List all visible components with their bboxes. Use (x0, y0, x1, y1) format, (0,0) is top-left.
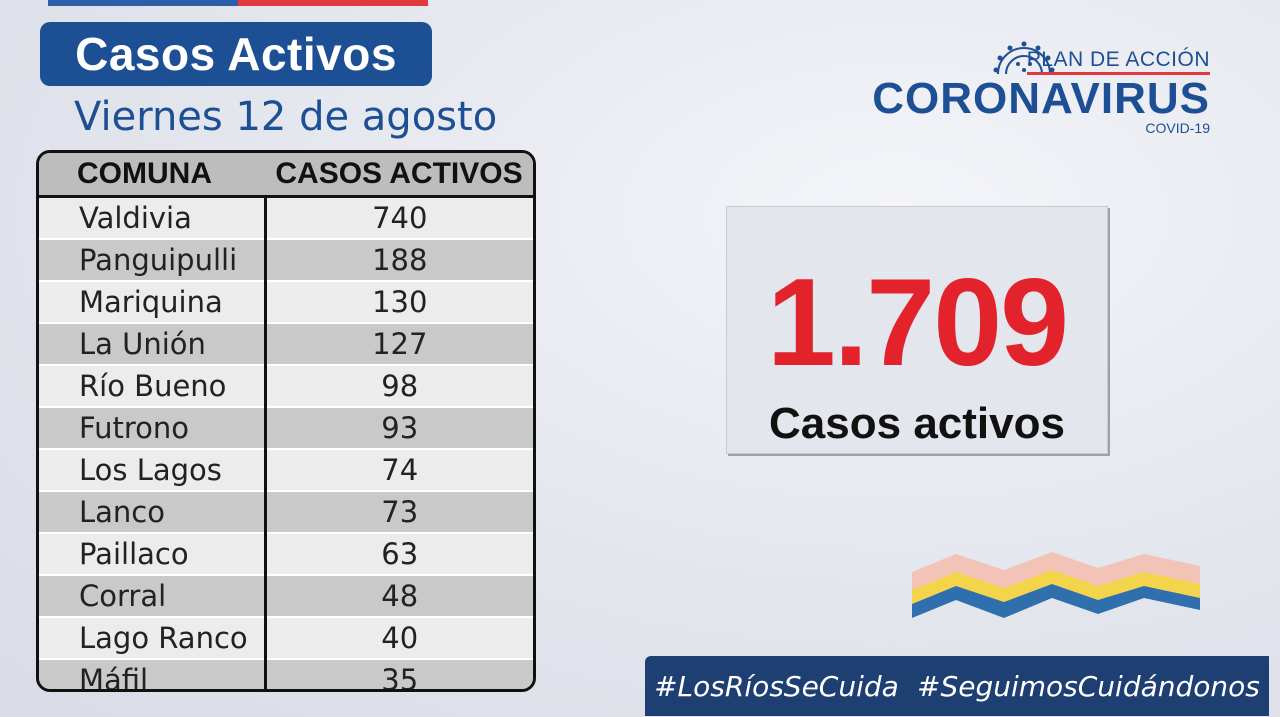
hashtag-seguimos: #SeguimosCuidándonos (917, 669, 1260, 703)
casos-cell: 93 (263, 407, 533, 450)
table-row: Los Lagos 74 (39, 449, 533, 492)
casos-cell: 188 (263, 239, 533, 282)
casos-cell: 40 (263, 617, 533, 660)
casos-cell: 98 (263, 365, 533, 408)
page-title: Casos Activos (40, 22, 432, 86)
comuna-cell: Corral (39, 575, 265, 618)
casos-cell: 63 (263, 533, 533, 576)
hashtag-footer: #LosRíosSeCuida #SeguimosCuidándonos (645, 656, 1269, 716)
table-row: Lanco 73 (39, 491, 533, 534)
table-row: Paillaco 63 (39, 533, 533, 576)
table-row: Río Bueno 98 (39, 365, 533, 408)
table-header-row: COMUNA CASOS ACTIVOS (39, 153, 533, 198)
plan-accion-logo: PLAN DE ACCIÓN CORONAVIRUS COVID-19 (872, 40, 1210, 140)
logo-covid-text: COVID-19 (1145, 120, 1210, 136)
total-cases-number: 1.709 (766, 254, 1069, 392)
region-waves-graphic (912, 552, 1200, 618)
casos-cell: 48 (263, 575, 533, 618)
comuna-cell: Futrono (39, 407, 265, 450)
table-row: Corral 48 (39, 575, 533, 618)
casos-cell: 35 (263, 659, 533, 689)
casos-cell: 74 (263, 449, 533, 492)
wave-blue (912, 584, 1200, 618)
table-row: Futrono 93 (39, 407, 533, 450)
comuna-cell: Valdivia (39, 196, 265, 240)
logo-coronavirus-text: CORONAVIRUS (872, 74, 1210, 123)
table-row: La Unión 127 (39, 323, 533, 366)
comuna-cell: Panguipulli (39, 239, 265, 282)
wave-yellow (912, 570, 1200, 604)
comuna-cell: Río Bueno (39, 365, 265, 408)
casos-cell: 127 (263, 323, 533, 366)
comuna-cell: Lago Ranco (39, 617, 265, 660)
total-cases-card: 1.709 Casos activos (726, 206, 1108, 454)
date-subtitle: Viernes 12 de agosto (74, 94, 498, 140)
cases-table-grid: COMUNA CASOS ACTIVOS Valdivia 740 Pangui… (39, 153, 533, 689)
logo-plan-text: PLAN DE ACCIÓN (1026, 48, 1210, 75)
wave-pink (912, 552, 1200, 590)
table-row: Valdivia 740 (39, 196, 533, 240)
casos-cell: 740 (263, 196, 533, 240)
table-row: Mariquina 130 (39, 281, 533, 324)
cases-table: COMUNA CASOS ACTIVOS Valdivia 740 Pangui… (36, 150, 536, 692)
casos-cell: 73 (263, 491, 533, 534)
comuna-cell: Lanco (39, 491, 265, 534)
top-accent-red (238, 0, 428, 6)
comuna-cell: Los Lagos (39, 449, 265, 492)
table-row: Panguipulli 188 (39, 239, 533, 282)
comuna-cell: Mariquina (39, 281, 265, 324)
total-cases-label: Casos activos (769, 399, 1065, 448)
comuna-cell: La Unión (39, 323, 265, 366)
table-row: Lago Ranco 40 (39, 617, 533, 660)
comuna-cell: Paillaco (39, 533, 265, 576)
column-header-comuna: COMUNA (39, 153, 265, 198)
top-accent-bar (48, 0, 428, 6)
comuna-cell: Máfil (39, 659, 265, 689)
virus-icon (993, 41, 1055, 75)
casos-cell: 130 (263, 281, 533, 324)
top-accent-blue (48, 0, 238, 6)
column-header-casos: CASOS ACTIVOS (265, 153, 533, 198)
hashtag-los-rios: #LosRíosSeCuida (654, 669, 899, 703)
table-row: Máfil 35 (39, 659, 533, 689)
